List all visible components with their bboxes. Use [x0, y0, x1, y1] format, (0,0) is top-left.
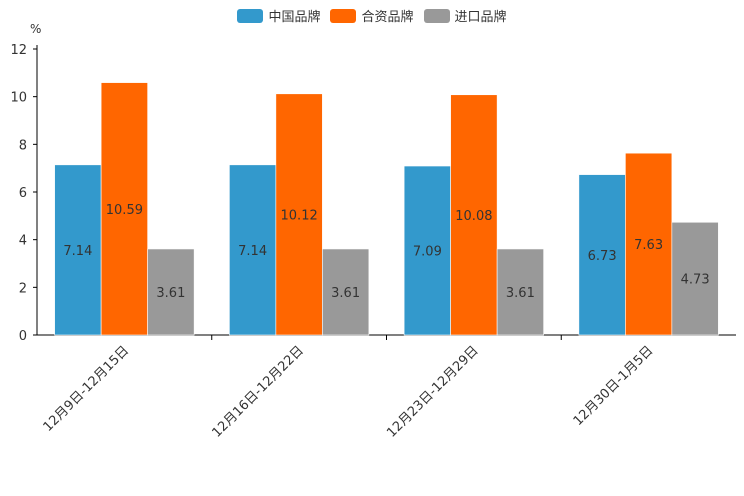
data-label: 6.73: [588, 249, 617, 264]
legend-label-china: 中国品牌: [268, 10, 321, 25]
legend-label-joint: 合资品牌: [361, 10, 414, 25]
y-tick-label: 6: [19, 186, 27, 201]
data-label: 3.61: [156, 286, 185, 301]
legend-swatch-joint: [330, 8, 357, 23]
bar: [147, 248, 195, 336]
y-tick-label: 4: [19, 234, 27, 249]
y-axis-unit: %: [30, 22, 42, 36]
bar: [403, 165, 451, 336]
y-tick-label: 2: [19, 281, 27, 296]
legend-label-import: 进口品牌: [454, 10, 507, 25]
legend-item-joint[interactable]: 合资品牌: [330, 6, 414, 25]
data-label: 10.12: [281, 208, 318, 223]
bar: [625, 152, 673, 336]
bar: [496, 248, 544, 336]
y-tick-label: 0: [19, 329, 27, 344]
data-label: 7.14: [238, 244, 267, 259]
bar: [671, 221, 719, 336]
data-label: 7.63: [634, 238, 663, 253]
y-tick-label: 8: [19, 138, 27, 153]
data-label: 10.59: [106, 203, 143, 218]
x-tick-label: 12月23日-12月29日: [384, 343, 481, 440]
data-label: 3.61: [506, 286, 535, 301]
data-label: 7.14: [63, 244, 92, 259]
y-tick-label: 12: [10, 43, 27, 58]
x-tick-label: 12月30日-1月5日: [571, 343, 657, 429]
bar: [100, 82, 148, 336]
data-label: 7.09: [413, 245, 442, 260]
legend-item-import[interactable]: 进口品牌: [423, 6, 507, 25]
legend-swatch-import: [423, 8, 450, 23]
bar: [578, 174, 626, 336]
data-label: 4.73: [681, 273, 710, 288]
bar: [229, 164, 277, 336]
bar: [450, 94, 498, 336]
y-tick-label: 10: [10, 91, 27, 106]
x-tick-label: 12月16日-12月22日: [209, 343, 306, 440]
bar: [275, 93, 323, 336]
data-label: 10.08: [455, 209, 492, 224]
bar: [322, 248, 370, 336]
chart-legend: 中国品牌 合资品牌 进口品牌: [0, 6, 744, 25]
legend-swatch-china: [237, 8, 264, 23]
x-tick-label: 12月9日-12月15日: [41, 343, 133, 435]
data-label: 3.61: [331, 286, 360, 301]
legend-item-china[interactable]: 中国品牌: [237, 6, 320, 25]
